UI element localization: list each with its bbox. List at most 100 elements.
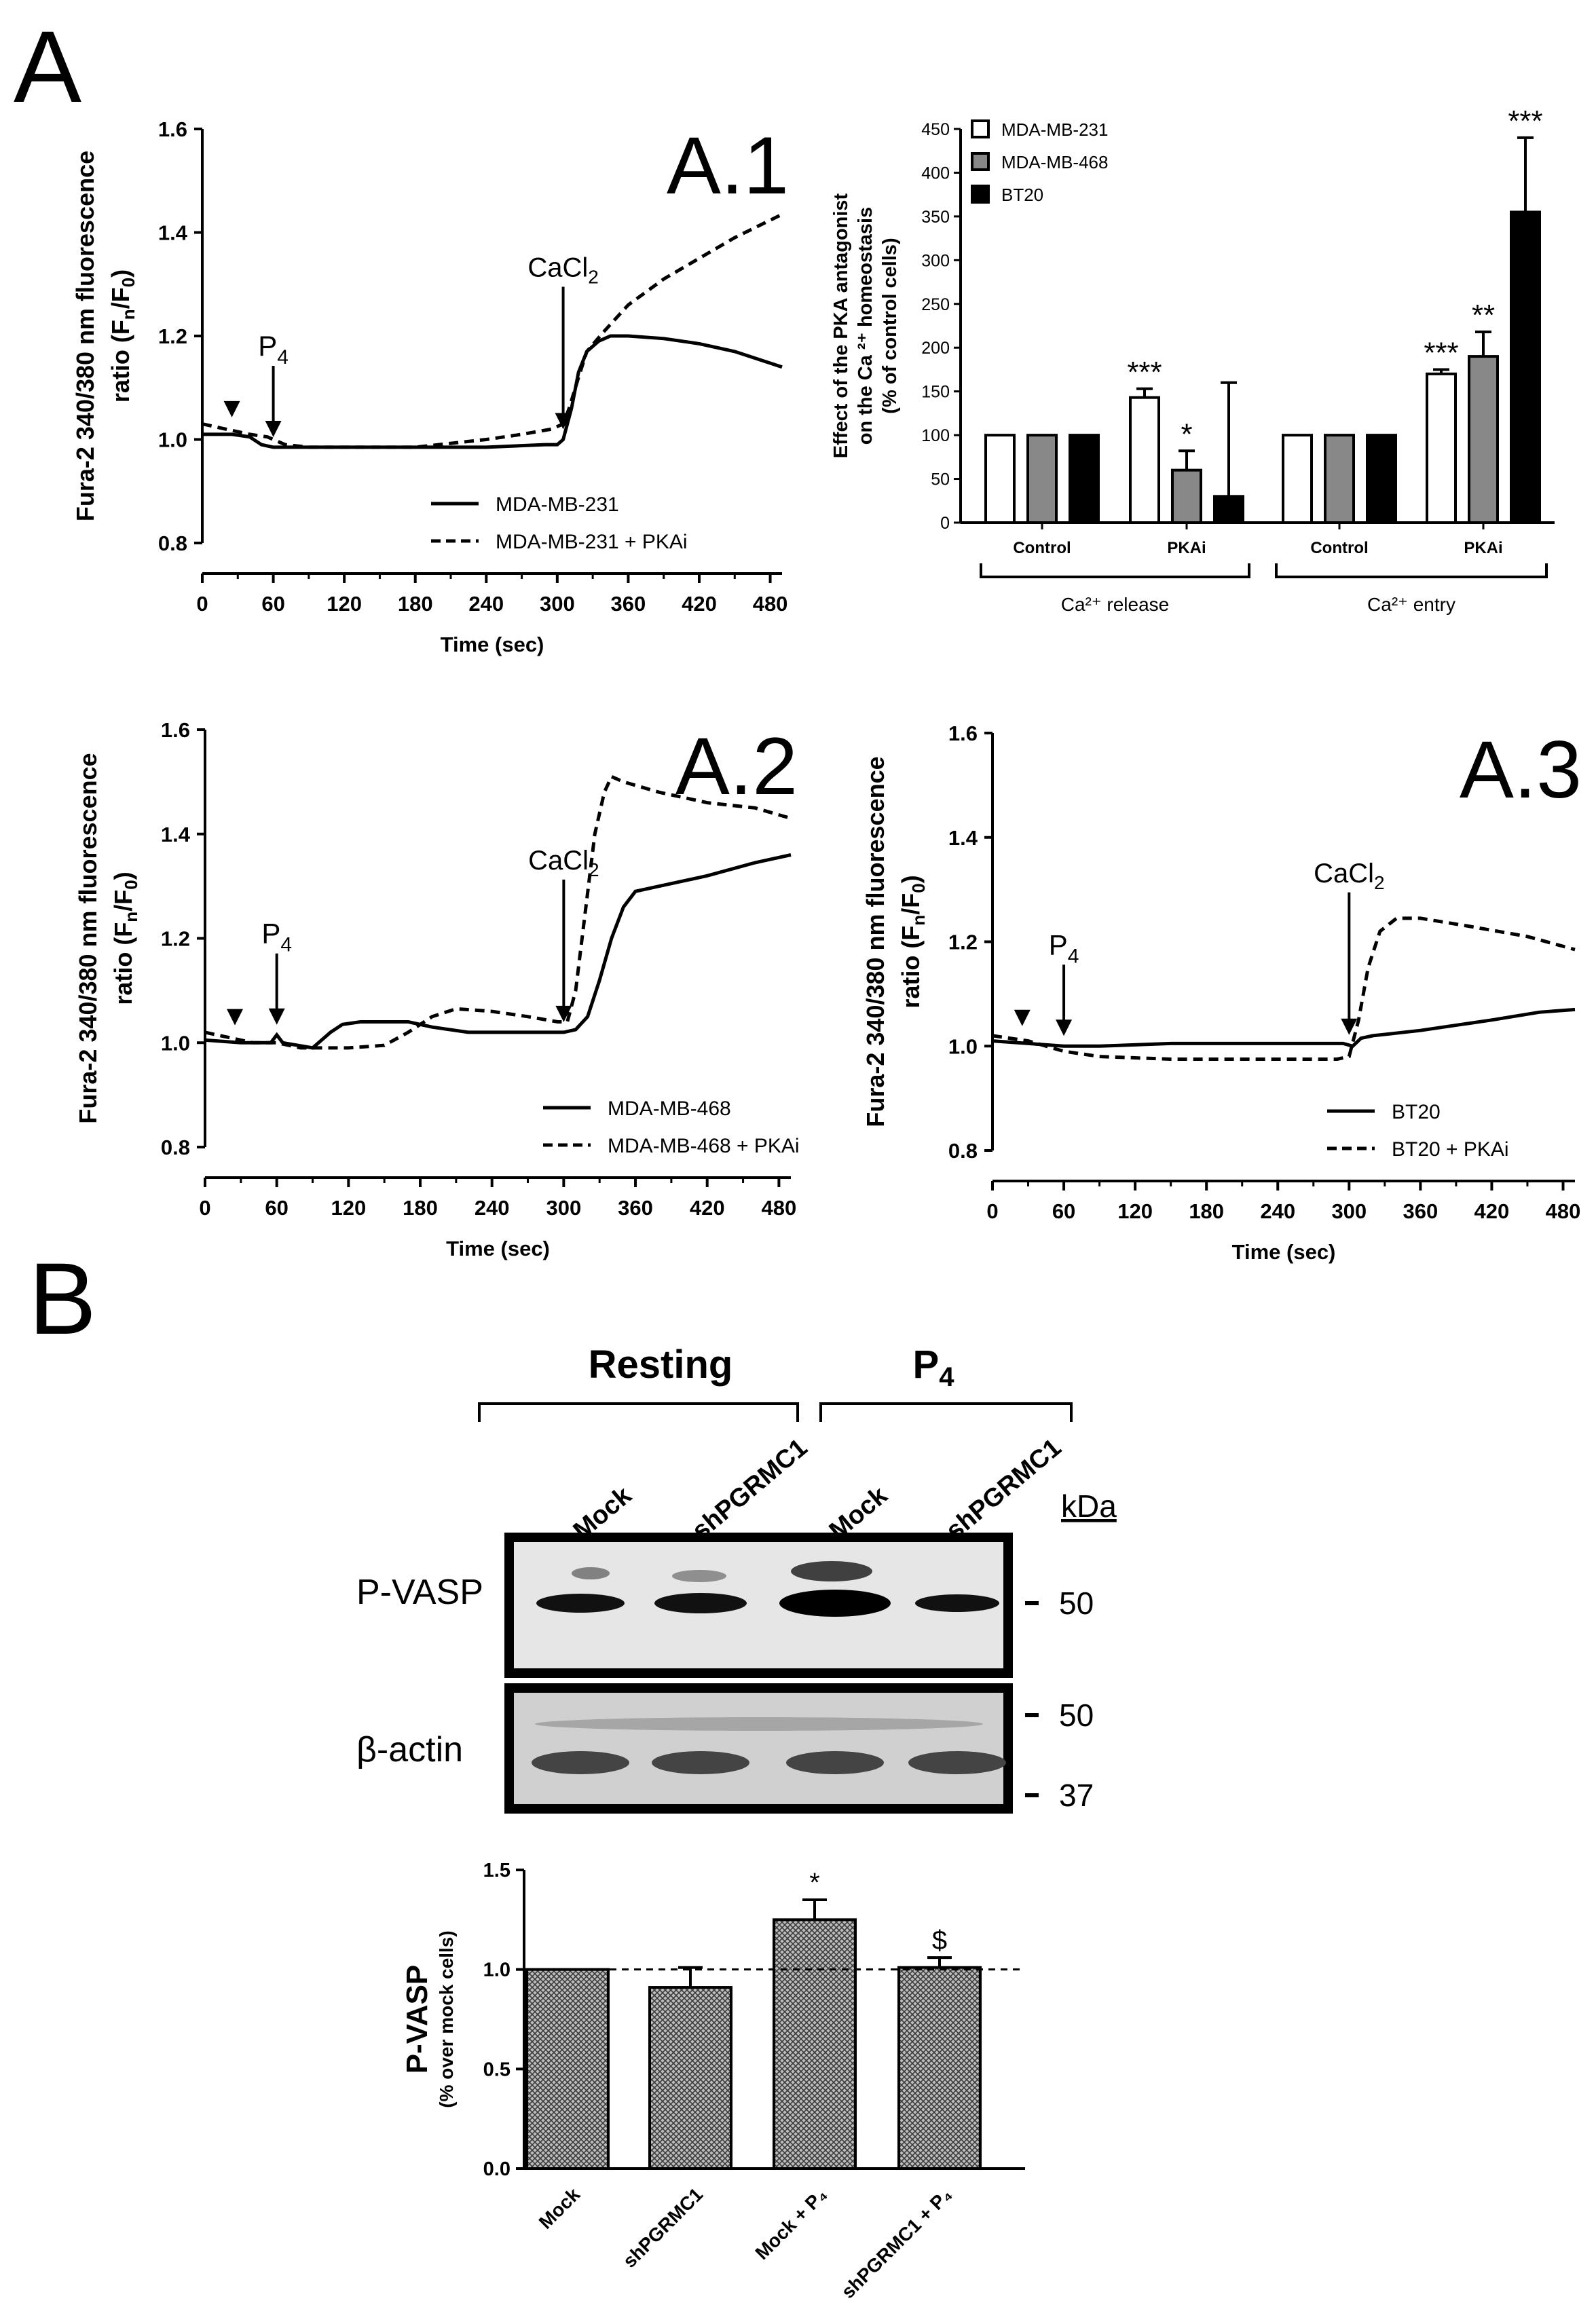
legend-label-1: BT20 (1392, 1101, 1441, 1123)
y-axis-title-line1: Effect of the PKA antagonist (830, 193, 852, 458)
p4-label-sub: 4 (1068, 945, 1079, 967)
significance-mark: $ (932, 1926, 947, 1955)
y-axis-title-part: /F (107, 287, 134, 309)
x-tick-label: 240 (468, 592, 504, 616)
legend-label-1: MDA-MB-231 (1001, 119, 1108, 140)
y-tick-label: 100 (921, 426, 950, 445)
stimulus-marker-triangle (223, 400, 240, 417)
y-tick-label: 1.2 (158, 324, 187, 348)
y-axis-title-line1: Fura-2 340/380 nm fluorescence (71, 151, 99, 521)
y-tick-label: 50 (931, 470, 950, 489)
x-tick-label: 120 (331, 1196, 366, 1220)
group-bracket (1275, 563, 1548, 578)
band-pvasp-lane3 (779, 1590, 891, 1617)
y-tick-label: 200 (921, 339, 950, 358)
y-axis-title-sub: 0 (908, 883, 929, 893)
cacl-label: CaCl2 (1314, 859, 1384, 893)
x-tick-label: Mock + P₄ (751, 2184, 831, 2264)
x-tick-label: 480 (1546, 1199, 1581, 1223)
x-tick-label: 300 (540, 592, 575, 616)
x-tick-label: 60 (265, 1196, 288, 1220)
legend-label-2: MDA-MB-468 (1001, 152, 1108, 172)
y-axis-title-main: P-VASP (401, 1965, 434, 2074)
cacl-label-main: CaCl (527, 253, 588, 283)
x-tick-label: 420 (690, 1196, 725, 1220)
x-tick-label: 240 (475, 1196, 510, 1220)
stimulus-marker-triangle (1014, 1009, 1031, 1026)
line-chart-a3: 0.81.01.21.41.60 60 120 180 240 300 360 420 480T… (861, 721, 1582, 1264)
y-tick-label: 0 (940, 514, 950, 533)
x-tick-label: 0 (199, 1196, 210, 1220)
x-tick-label: 420 (682, 592, 717, 616)
x-tick-label: 0 (986, 1199, 998, 1223)
x-tick-label: PKAi (1167, 539, 1206, 557)
lane-label-2: shPGRMC1 (687, 1433, 813, 1545)
y-tick-label: 1.2 (161, 927, 190, 951)
blot-group-resting: Resting (589, 1343, 733, 1387)
x-tick-label: shPGRMC1 (619, 2184, 707, 2272)
x-tick-label: 120 (327, 592, 362, 616)
bar-bt20 (1366, 434, 1397, 524)
bar-3 (773, 1918, 857, 2170)
y-tick-label: 1.4 (158, 221, 188, 245)
bar-bt20 (1069, 434, 1100, 524)
x-tick-label: 300 (1331, 1199, 1367, 1223)
y-tick-label: 1.0 (161, 1031, 190, 1055)
y-tick-label: 1.0 (483, 1960, 511, 1981)
band-actin-lane3 (786, 1751, 884, 1774)
legend-label-2: MDA-MB-231 + PKAi (496, 531, 688, 553)
series-line-1 (204, 853, 792, 1050)
y-tick-label: 0.8 (161, 1136, 190, 1159)
y-axis-title-part: ratio (F (109, 922, 137, 1005)
y-axis-title-part: ) (897, 875, 925, 883)
cacl-label: CaCl2 (527, 253, 598, 288)
x-tick-label: 240 (1260, 1199, 1295, 1223)
p4-arrow-head (1056, 1019, 1073, 1036)
significance-mark: * (809, 1868, 820, 1898)
group-bracket (980, 563, 1250, 578)
bar-chart-pvasp: 0.0 0.5 1.0 1.5 P-VASP (% over mock cells) Moc… (401, 1860, 1025, 2302)
y-axis-title: P-VASP (% over mock cells) (401, 1930, 457, 2107)
legend-label-1: MDA-MB-231 (496, 493, 619, 516)
y-axis-title-sub: n (908, 915, 929, 926)
p4-label-main: P (258, 330, 277, 362)
y-tick-label: 1.4 (161, 823, 191, 846)
marker-50b: 50 (1059, 1698, 1094, 1733)
bar-mda-mb-468 (1171, 468, 1202, 525)
blot-bracket-resting (478, 1402, 799, 1422)
y-tick-label: 150 (921, 383, 950, 402)
cacl-arrow-head (1341, 1018, 1358, 1035)
x-tick-label: 60 (1052, 1199, 1075, 1223)
y-tick-label: 250 (921, 295, 950, 314)
bar-mda-mb-468 (1468, 355, 1499, 524)
x-tick-label: 360 (1403, 1199, 1439, 1223)
bar-bt20 (1213, 495, 1244, 524)
y-axis-title: Fura-2 340/380 nm fluorescence ratio (Fn/… (74, 753, 141, 1123)
p4-label-main: P (1049, 929, 1068, 960)
x-tick-label: 360 (611, 592, 646, 616)
band-actin-lane1 (532, 1751, 629, 1774)
y-tick-label: 0.8 (948, 1139, 978, 1163)
cacl-label-main: CaCl (528, 846, 589, 876)
legend-label-2: MDA-MB-468 + PKAi (608, 1135, 800, 1157)
x-tick-label: Control (1013, 539, 1071, 557)
x-tick-label: Control (1310, 539, 1368, 557)
legend-label-2: BT20 + PKAi (1392, 1138, 1509, 1161)
x-axis-title: Time (sec) (441, 633, 544, 656)
legend-swatch-1 (971, 119, 990, 138)
line-chart-a1: 0.81.01.21.41.60 60 120 180 240 300 360 420 480T… (71, 117, 789, 656)
y-tick-label: 1.0 (158, 428, 187, 452)
legend-swatch-3 (971, 185, 990, 204)
y-axis-title-part: /F (109, 890, 137, 912)
x-tick-label: 120 (1117, 1199, 1153, 1223)
series-line-2 (204, 774, 792, 1050)
cacl-label-sub: 2 (1374, 872, 1385, 893)
bar-4 (897, 1966, 982, 2171)
x-tick-label: 0 (196, 592, 208, 616)
bar-2 (648, 1986, 732, 2170)
western-blot: Resting P4 Mock shPGRMC1 Mock shPGRMC1 k… (356, 1343, 1117, 1814)
x-tick-label: 420 (1474, 1199, 1510, 1223)
p4-label: P4 (261, 918, 292, 956)
y-axis-title-part: ) (109, 872, 137, 880)
